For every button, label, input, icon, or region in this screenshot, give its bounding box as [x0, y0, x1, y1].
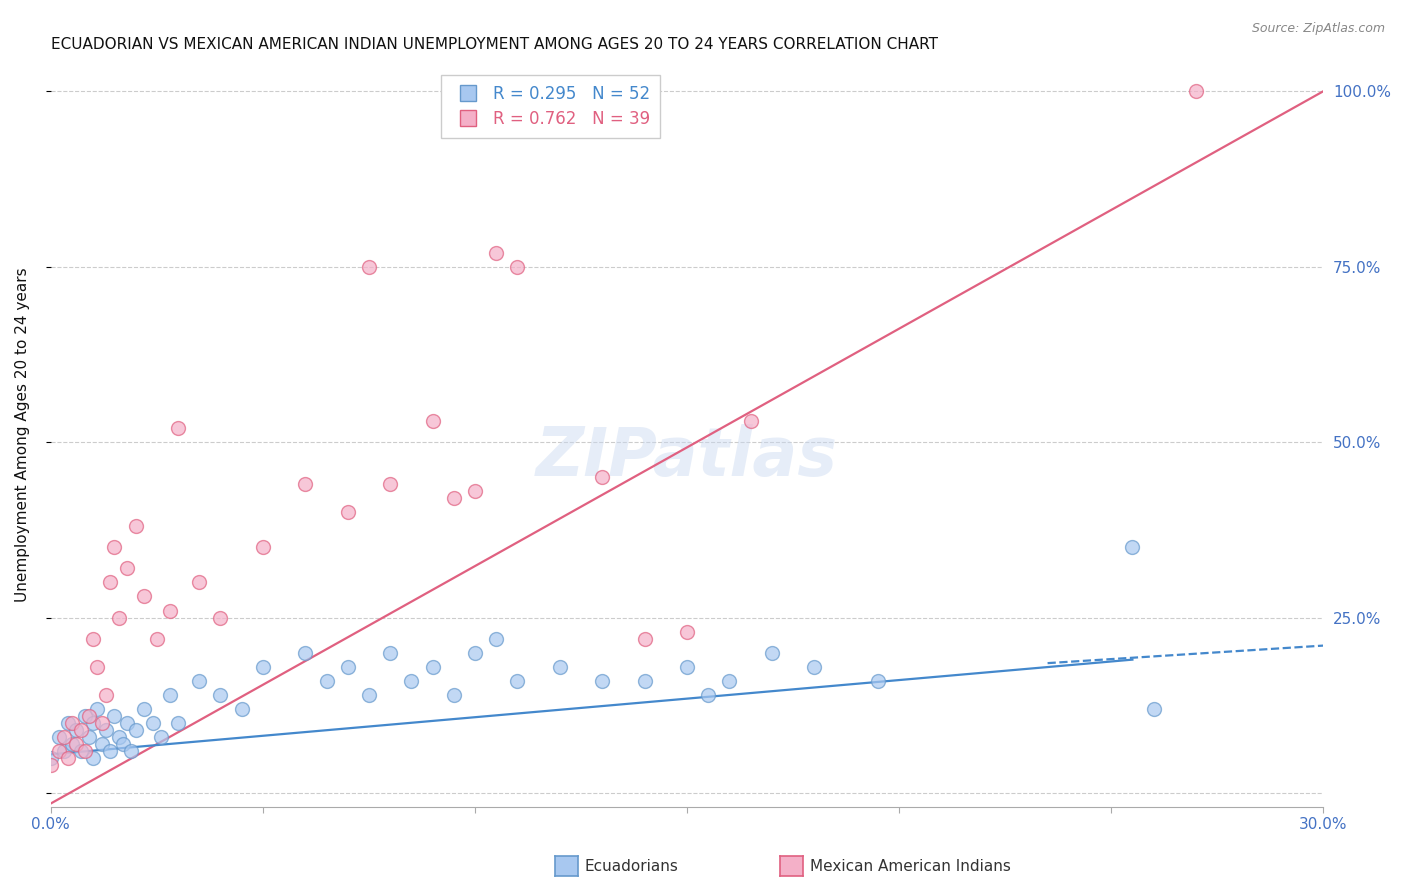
Point [294, 646, 316, 660]
Point [60, 715, 83, 730]
Point [464, 646, 486, 660]
Text: Mexican American Indians: Mexican American Indians [810, 859, 1011, 873]
Point [69, 744, 91, 758]
Point [107, 610, 129, 624]
Point [866, 673, 889, 688]
Point [1185, 84, 1208, 98]
Point [134, 702, 156, 716]
Point [48, 744, 70, 758]
Point [676, 624, 699, 639]
Point [56, 715, 79, 730]
Text: Ecuadorians: Ecuadorians [585, 859, 679, 873]
Point [107, 730, 129, 744]
Point [103, 708, 125, 723]
Point [82, 751, 104, 765]
Point [90, 737, 112, 751]
Point [188, 673, 211, 688]
Text: Source: ZipAtlas.com: Source: ZipAtlas.com [1251, 22, 1385, 36]
Y-axis label: Unemployment Among Ages 20 to 24 years: Unemployment Among Ages 20 to 24 years [15, 268, 30, 602]
Point [52, 730, 75, 744]
Point [77, 730, 100, 744]
Point [188, 575, 211, 590]
Point [591, 673, 613, 688]
Point [73, 708, 96, 723]
Text: ECUADORIAN VS MEXICAN AMERICAN INDIAN UNEMPLOYMENT AMONG AGES 20 TO 24 YEARS COR: ECUADORIAN VS MEXICAN AMERICAN INDIAN UN… [51, 37, 938, 53]
Point [167, 421, 190, 435]
Point [77, 708, 100, 723]
Point [98, 744, 121, 758]
Point [485, 245, 508, 260]
Point [115, 561, 138, 575]
Point [94, 688, 117, 702]
Point [111, 737, 134, 751]
Legend: R = 0.295   N = 52, R = 0.762   N = 39: R = 0.295 N = 52, R = 0.762 N = 39 [441, 75, 659, 138]
Point [1121, 541, 1143, 555]
Point [357, 688, 380, 702]
Point [761, 646, 783, 660]
Point [86, 702, 108, 716]
Point [378, 646, 401, 660]
Point [443, 688, 465, 702]
Point [39, 757, 62, 772]
Point [115, 715, 138, 730]
Point [252, 659, 274, 673]
Point [401, 673, 423, 688]
Point [159, 688, 181, 702]
Point [39, 751, 62, 765]
Point [506, 260, 529, 274]
Point [65, 737, 87, 751]
Point [209, 610, 232, 624]
Point [90, 715, 112, 730]
Point [146, 632, 169, 646]
Point [336, 505, 359, 519]
Point [120, 744, 142, 758]
Point [803, 659, 825, 673]
Point [633, 673, 655, 688]
Point [1142, 702, 1164, 716]
Point [357, 260, 380, 274]
Point [485, 632, 508, 646]
Point [591, 470, 613, 484]
Point [48, 730, 70, 744]
Point [86, 659, 108, 673]
Point [443, 491, 465, 506]
Point [548, 659, 571, 673]
Point [294, 477, 316, 491]
Point [124, 723, 146, 737]
Text: ZIPatlas: ZIPatlas [536, 425, 838, 491]
Point [252, 541, 274, 555]
Point [231, 702, 253, 716]
Point [676, 659, 699, 673]
Point [167, 715, 190, 730]
Point [150, 730, 173, 744]
Point [65, 723, 87, 737]
Point [103, 541, 125, 555]
Point [378, 477, 401, 491]
Point [98, 575, 121, 590]
Point [94, 723, 117, 737]
Point [336, 659, 359, 673]
Point [697, 688, 720, 702]
Point [464, 484, 486, 499]
Point [422, 659, 444, 673]
Point [159, 603, 181, 617]
Point [422, 414, 444, 428]
Point [52, 744, 75, 758]
Point [56, 751, 79, 765]
Point [82, 632, 104, 646]
Point [740, 414, 762, 428]
Point [60, 737, 83, 751]
Point [124, 519, 146, 533]
Point [633, 632, 655, 646]
Point [73, 744, 96, 758]
Point [142, 715, 165, 730]
Point [134, 590, 156, 604]
Point [718, 673, 741, 688]
Point [209, 688, 232, 702]
Point [82, 715, 104, 730]
Point [69, 723, 91, 737]
Point [506, 673, 529, 688]
Point [315, 673, 337, 688]
